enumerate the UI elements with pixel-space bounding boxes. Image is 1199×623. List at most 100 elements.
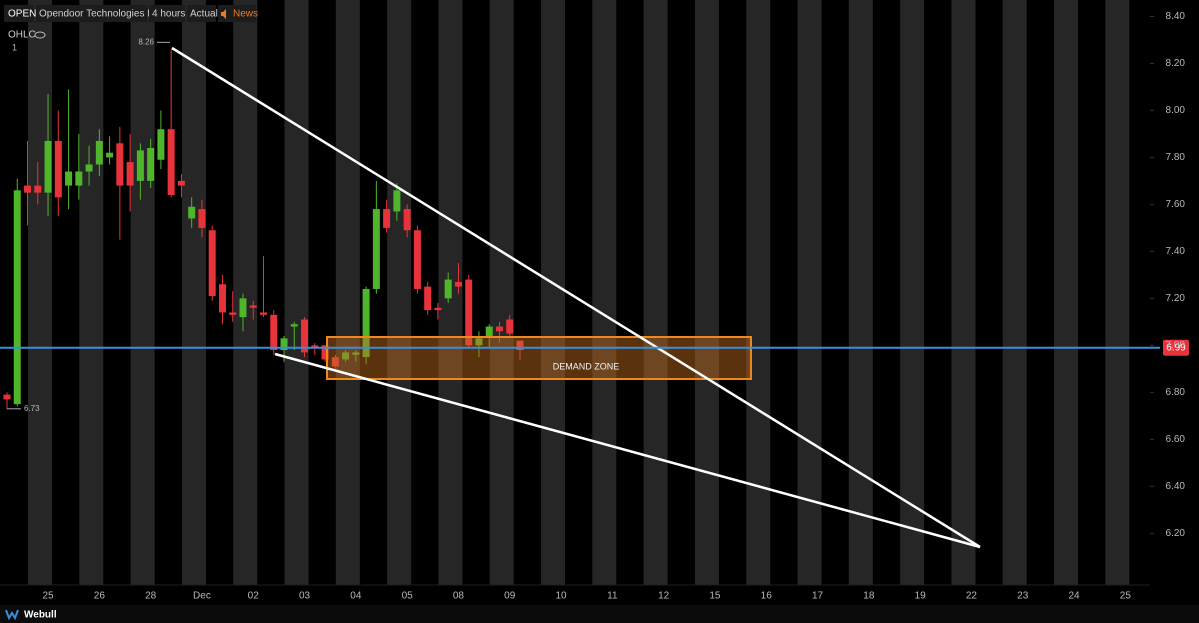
x-tick-label: 22 <box>966 591 978 602</box>
candle-body <box>424 286 432 311</box>
trendline <box>171 46 981 549</box>
candle-body <box>290 324 298 327</box>
session-stripe <box>28 0 53 585</box>
candle-body <box>352 352 360 355</box>
candle-body <box>44 140 52 193</box>
candle-body <box>147 148 155 181</box>
x-tick-label: 25 <box>1120 591 1132 602</box>
y-tick-label: 6.80 <box>1166 387 1186 398</box>
candle-body <box>270 314 278 351</box>
adjust[interactable]: Actual <box>190 9 218 20</box>
y-tick-label: 7.20 <box>1166 293 1186 304</box>
news[interactable]: News <box>233 9 258 20</box>
session-stripe <box>489 0 514 585</box>
y-tick-label: 7.80 <box>1166 152 1186 163</box>
session-stripe <box>335 0 360 585</box>
candle-body <box>218 284 226 313</box>
candle-body <box>126 162 134 186</box>
candle-body <box>321 345 329 360</box>
candle-body <box>383 209 391 228</box>
indicator: OHLC <box>8 30 36 41</box>
demand-zone-label: DEMAND ZONE <box>553 361 620 371</box>
y-tick-label: 7.60 <box>1166 199 1186 210</box>
indicator-count: 1 <box>12 42 17 52</box>
x-tick-label: 02 <box>248 591 260 602</box>
x-tick-label: 26 <box>94 591 106 602</box>
x-tick-label: 04 <box>350 591 362 602</box>
brand-logo <box>5 609 19 621</box>
session-stripe <box>1105 0 1130 585</box>
session-stripe <box>130 0 155 585</box>
header-box[interactable] <box>149 5 185 22</box>
session-stripe <box>181 0 206 585</box>
session-stripe <box>1054 0 1079 585</box>
session-stripe <box>797 0 822 585</box>
y-tick-label: 6.40 <box>1166 481 1186 492</box>
x-tick-label: 05 <box>402 591 414 602</box>
candle-body <box>95 140 103 165</box>
candle-body <box>24 185 32 193</box>
candle-body <box>444 279 452 299</box>
interval[interactable]: 4 hours <box>152 9 185 20</box>
candle-body <box>362 288 370 358</box>
candle-body <box>54 140 62 198</box>
candle-body <box>260 312 267 315</box>
session-stripe <box>387 0 412 585</box>
session-stripe <box>233 0 258 585</box>
candle-body <box>413 230 421 289</box>
session-stripe <box>746 0 771 585</box>
demand-zone <box>326 336 752 380</box>
candle-body <box>167 129 175 195</box>
visibility-icon[interactable] <box>34 31 46 39</box>
last-price-tag <box>1163 339 1189 356</box>
candle-body <box>434 307 442 311</box>
candle-body <box>34 185 42 193</box>
session-stripe <box>592 0 617 585</box>
x-tick-label: 08 <box>453 591 465 602</box>
candle-body <box>65 171 73 186</box>
x-tick-label: 03 <box>299 591 311 602</box>
candle-body <box>85 164 93 172</box>
y-tick-label: 6.60 <box>1166 434 1186 445</box>
candle-body <box>516 340 524 351</box>
x-tick-label: 09 <box>504 591 516 602</box>
x-tick-label: 12 <box>658 591 670 602</box>
session-stripe <box>541 0 566 585</box>
x-tick-label: 23 <box>1017 591 1029 602</box>
candle-body <box>506 319 514 334</box>
y-tick-label: 7.00 <box>1166 340 1186 351</box>
high-label: 8.26 <box>138 37 154 46</box>
session-stripe <box>951 0 976 585</box>
candle-body <box>495 326 503 332</box>
header-box <box>36 5 147 22</box>
x-tick-label: 18 <box>863 591 875 602</box>
news-icon[interactable] <box>221 9 226 19</box>
session-stripe <box>694 0 719 585</box>
candle-body <box>229 312 237 315</box>
company-name: Opendoor Technologies Inc <box>39 9 161 20</box>
candle-body <box>342 352 350 360</box>
candle-body <box>116 143 124 186</box>
header: OPEN Opendoor Technologies Inc 4 hours A… <box>4 5 258 52</box>
candle-body <box>393 190 401 212</box>
candles <box>3 49 524 409</box>
x-tick-label: 28 <box>145 591 157 602</box>
session-stripe <box>79 0 104 585</box>
candle-body <box>208 230 216 297</box>
brand: Webull <box>24 610 57 621</box>
candle-body <box>465 279 473 346</box>
overlay: 6.99 8.26 6.73 <box>0 37 1189 413</box>
candle-body <box>403 209 411 231</box>
x-tick-label: 15 <box>709 591 721 602</box>
candle-body <box>198 209 206 228</box>
x-tick-label: 17 <box>812 591 824 602</box>
session-stripe <box>284 0 309 585</box>
candle-body <box>485 326 493 336</box>
header-box[interactable] <box>218 5 256 22</box>
last-price-label: 6.99 <box>1166 342 1186 353</box>
candle-body <box>249 305 257 308</box>
x-tick-label: 10 <box>555 591 567 602</box>
candle-body <box>13 190 21 405</box>
header-box[interactable] <box>187 5 216 22</box>
